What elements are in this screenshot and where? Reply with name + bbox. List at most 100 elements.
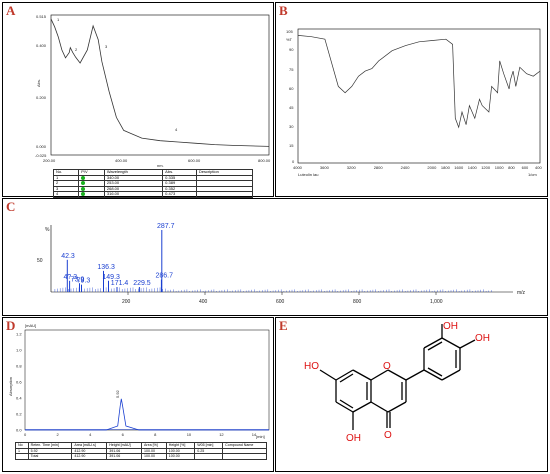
ir-plot-area — [297, 28, 541, 164]
table-header-cell: W05 [min] — [194, 442, 224, 449]
hplc-peak-table: No Reten. Time [min] Area [mAU.s] Height… — [15, 442, 267, 460]
uv-peak-label: 1 — [57, 17, 60, 22]
ir-xtick: 2000 — [427, 165, 437, 170]
hplc-plot-area — [24, 329, 270, 431]
hydroxyl-bottom: OH — [346, 433, 361, 444]
uv-ytick: -0.025 — [35, 153, 47, 158]
hplc-xtick: 12 — [219, 432, 224, 437]
uv-chart: Abs. nm. 0.515 0.400 0.200 0.000 -0.025 … — [35, 14, 271, 168]
hplc-yunit: [mAU] — [25, 323, 36, 328]
table-cell — [195, 174, 254, 182]
table-header-cell: Reten. Time [min] — [27, 442, 73, 449]
ms-xtick: 600 — [276, 299, 285, 305]
table-cell: 412.90 — [71, 453, 108, 460]
ir-xtick: 800 — [508, 165, 515, 170]
ms-peak-label: 4?.3 — [64, 274, 78, 281]
ir-ylabel: %T — [286, 37, 293, 42]
ms-xtick: 1,000 — [430, 299, 443, 305]
uv-peak-label: 4 — [175, 127, 178, 132]
structure-bonds — [319, 324, 476, 430]
luteolin-structure: OH OH HO O OH O — [304, 321, 490, 444]
hplc-xtick: 0 — [24, 432, 27, 437]
uv-ytick: 0.000 — [36, 144, 47, 149]
table-cell — [195, 191, 254, 198]
green-dot-icon — [81, 186, 86, 191]
ms-peak-label: 79.3 — [77, 278, 91, 285]
table-cell — [195, 185, 254, 193]
panel-b-ir-spectrum: B %T 105 90 75 60 45 30 15 0 4000 3600 320… — [275, 2, 548, 197]
ir-xtick: 600 — [522, 165, 529, 170]
table-cell — [222, 447, 267, 454]
panel-a-uv-spectrum: A Abs. nm. 0.515 0.400 0.200 0.000 -0.02… — [2, 2, 274, 198]
ir-xtick: 1200 — [481, 165, 491, 170]
green-dot-icon — [81, 175, 86, 180]
table-cell: 268.00 — [103, 185, 164, 193]
hplc-ytick: 0.6 — [16, 380, 22, 385]
hydroxyl-left: HO — [304, 361, 319, 372]
hplc-table-header: No Reten. Time [min] Area [mAU.s] Height… — [15, 442, 267, 449]
ir-ytick: 90 — [289, 47, 294, 52]
panel-b-label: B — [279, 3, 288, 18]
table-row: 1 340.00 0.335 — [52, 174, 254, 182]
hplc-ylabel: Absorption — [8, 377, 13, 396]
hplc-ytick: 0.2 — [16, 412, 22, 417]
hplc-ytick: 1.0 — [16, 348, 22, 353]
panel-d-label: D — [6, 318, 16, 333]
table-header-cell: Compound Name — [222, 442, 267, 449]
table-cell: 4 — [52, 191, 80, 198]
panel-c-mass-spectrum: C % 50 m/z 200 400 600 800 1,000 287.7 42.3 13… — [2, 198, 548, 316]
uv-peak-label: 3 — [105, 44, 108, 49]
ms-xlabel: m/z — [517, 290, 526, 296]
ir-xticks: 4000 3600 3200 2800 2400 2000 1800 1600 1400 1200… — [293, 165, 542, 170]
table-cell — [194, 453, 224, 460]
hplc-xlabel: [min] — [256, 434, 265, 439]
table-cell: 316.00 — [103, 191, 164, 198]
table-cell — [222, 453, 267, 460]
uv-xlabel: nm. — [157, 163, 164, 168]
ir-xtick: 2800 — [374, 165, 384, 170]
uv-absorbance-line — [50, 18, 270, 147]
ir-ytick: 0 — [292, 159, 295, 164]
ir-ytick: 105 — [286, 29, 293, 34]
table-header-cell: Height [%] — [165, 442, 196, 449]
ms-peak-label: 73.9 — [71, 276, 85, 283]
ms-peak-label: 229.5 — [133, 280, 151, 287]
ir-xtick: 1400 — [468, 165, 478, 170]
uv-peak-table: No. P/V Wavelength Abs. Description 1 34… — [52, 169, 254, 198]
ir-xlabel-right: 1/cm — [528, 172, 537, 177]
table-cell: 100.00 — [165, 453, 196, 460]
ms-peak-label: 287.7 — [157, 223, 175, 230]
uv-peak-label: 2 — [75, 47, 78, 52]
green-dot-icon — [81, 192, 86, 197]
uv-plot-area — [50, 14, 270, 156]
ir-ytick: 45 — [289, 105, 294, 110]
ir-xtick: 1600 — [454, 165, 464, 170]
table-header-cell: Height [mAU] — [106, 442, 142, 449]
ms-ylabel: % — [45, 227, 50, 233]
table-cell: 3 — [52, 185, 80, 193]
hplc-trace — [25, 398, 269, 431]
ir-xtick: 2400 — [401, 165, 411, 170]
hplc-ytick: 0.4 — [16, 396, 22, 401]
ms-peak-label: 42.3 — [61, 253, 75, 260]
table-cell: 340.00 — [103, 174, 164, 182]
table-row: 1 5.92 412.90 391.06 100.00 100.00 0.25 — [15, 447, 267, 454]
table-cell: 100.00 — [140, 453, 167, 460]
panel-e-structure: E — [275, 317, 548, 472]
table-cell: 253.00 — [103, 180, 164, 187]
hplc-xtick: 14 — [252, 432, 257, 437]
ir-ytick: 30 — [289, 124, 294, 129]
ir-xtick: 4000 — [293, 165, 303, 170]
uv-xtick: 400.00 — [115, 158, 128, 163]
ir-xtick: 3200 — [347, 165, 357, 170]
hplc-ytick: 0.0 — [16, 428, 22, 433]
hplc-xtick: 8 — [154, 432, 157, 437]
panel-c-label: C — [6, 199, 16, 214]
ir-transmittance-line — [297, 35, 541, 129]
ms-peak-label: 149.3 — [102, 274, 120, 281]
table-cell: Total — [27, 453, 73, 460]
table-cell: 2 — [52, 180, 80, 187]
ir-ytick: 15 — [289, 143, 294, 148]
uv-ytick: 0.515 — [36, 14, 47, 19]
hplc-xtick: 4 — [89, 432, 92, 437]
